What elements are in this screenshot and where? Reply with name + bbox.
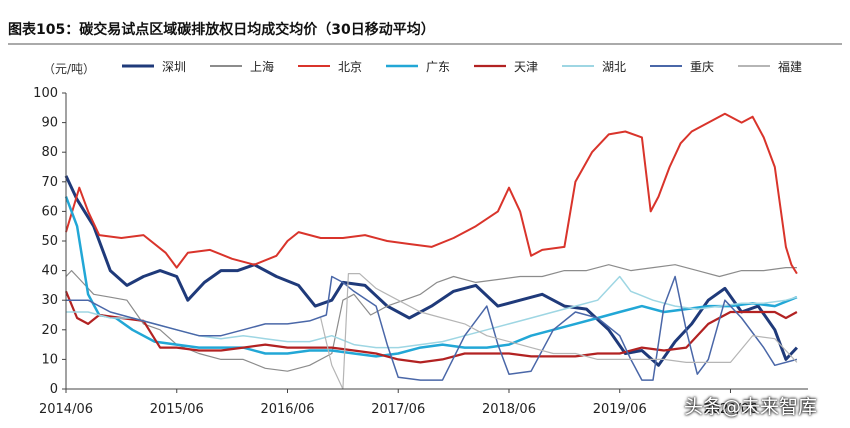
plot-area [64,112,798,390]
x-tick-label: 2017/06 [371,402,425,417]
series-line-4 [64,196,798,358]
legend-label-4: 广东 [426,60,450,74]
x-tick-label: 2020/06 [703,402,757,417]
x-tick-label: 2014/06 [39,402,93,417]
chart-title: 图表105：碳交易试点区域碳排放权日均成交均价（30日移动平均） [8,22,435,38]
series-line-3 [65,112,798,275]
legend: 深圳 上海 北京 广东 天津 湖北 重庆 福建 [122,59,802,74]
legend-label-8: 福建 [778,59,802,74]
series-line-5 [64,290,798,364]
x-tick-label: 2016/06 [260,402,314,417]
y-tick-label: 10 [41,352,58,367]
axes: 0 10 20 30 40 50 60 70 80 90 100 2014/06 2015/06 2016… [33,86,808,417]
y-tick-label: 30 [41,293,58,308]
series-line-8 [320,273,798,390]
legend-label-7: 重庆 [690,60,714,74]
y-tick-label: 60 [41,204,58,219]
legend-label-6: 湖北 [602,59,626,74]
series-line-7 [66,275,798,381]
series-line-2 [65,264,797,372]
watermark: 头条@未来智库 [684,396,818,418]
y-tick-label: 50 [41,234,58,249]
y-tick-label: 70 [41,175,58,190]
y-tick-label: 0 [50,382,58,397]
x-tick-label: 2019/06 [593,402,647,417]
y-unit-label: （元/吨） [43,62,96,76]
y-tick-label: 80 [41,145,58,160]
legend-label-5: 天津 [514,60,538,74]
x-tick-label: 2018/06 [482,402,536,417]
y-tick-label: 90 [41,116,58,131]
legend-label-3: 北京 [338,60,362,74]
y-tick-label: 20 [41,323,58,338]
legend-label-2: 上海 [250,59,274,74]
legend-label-1: 深圳 [162,60,186,74]
x-tick-label: 2015/06 [150,402,204,417]
y-tick-label: 40 [41,264,58,279]
y-tick-label: 100 [33,86,58,101]
